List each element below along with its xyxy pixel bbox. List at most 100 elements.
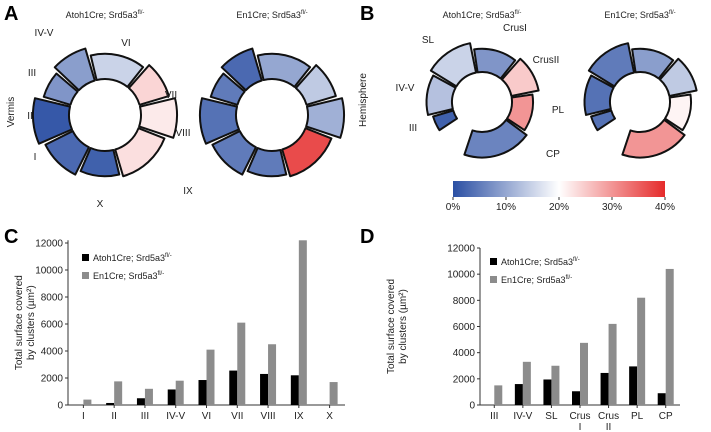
bar xyxy=(260,373,269,405)
bar xyxy=(290,375,299,405)
superscript: fl/- xyxy=(573,257,580,263)
lobule-label: SL xyxy=(422,35,435,46)
lobule xyxy=(463,118,528,159)
x-tick-label: PL xyxy=(631,411,644,422)
superscript: fl/- xyxy=(158,271,165,277)
legend-label: En1Cre; Srd5a3fl/- xyxy=(93,271,164,281)
lobule-label: IX xyxy=(183,186,193,197)
lobule xyxy=(79,147,121,178)
x-tick-label: VIII xyxy=(261,411,276,422)
lobule-label: I xyxy=(34,152,37,163)
y-axis-label: by clusters (µm²) xyxy=(398,289,409,364)
bar xyxy=(580,342,588,405)
bar xyxy=(522,361,531,405)
y-axis-label: Total surface covered xyxy=(386,279,397,374)
lobule xyxy=(294,64,337,106)
bar xyxy=(114,381,123,405)
lobule xyxy=(199,97,240,145)
legend-label: En1Cre; Srd5a3fl/- xyxy=(501,275,572,285)
x-tick-label: VI xyxy=(202,411,211,422)
x-tick-label: CP xyxy=(659,411,673,422)
lobule xyxy=(32,97,73,145)
bar xyxy=(167,389,176,405)
label-text: Atoh1Cre; Srd5a3 xyxy=(93,253,165,263)
y-tick-label: 6000 xyxy=(41,320,64,331)
lobule-label: VIII xyxy=(175,128,190,139)
y-tick-label: 8000 xyxy=(41,293,64,304)
lobule xyxy=(583,74,615,116)
x-tick-label: SL xyxy=(545,411,558,422)
lobule-label: CrusI xyxy=(503,23,527,34)
panel-letter: C xyxy=(4,226,18,248)
panel-title: Atoh1Cre; Srd5a3fl/- xyxy=(66,10,145,20)
lobule-label: IV-V xyxy=(396,83,415,94)
lobule xyxy=(590,109,616,132)
label-text: En1Cre; Srd5a3 xyxy=(236,10,301,20)
lobule xyxy=(53,47,96,92)
lobule xyxy=(114,127,166,178)
lobule xyxy=(211,130,257,176)
panel-letter: D xyxy=(360,226,374,248)
bar xyxy=(198,380,207,405)
bar xyxy=(657,393,666,405)
lobule xyxy=(425,74,457,116)
bar xyxy=(514,384,523,405)
lobule-label: III xyxy=(28,68,36,79)
row-label: Hemisphere xyxy=(358,73,369,127)
lobule xyxy=(631,47,675,80)
bar xyxy=(572,391,580,405)
x-tick-label: VII xyxy=(231,411,243,422)
lobule xyxy=(664,93,692,132)
lobule xyxy=(500,57,540,98)
label-text: En1Cre; Srd5a3 xyxy=(501,275,566,285)
superscript: fl/- xyxy=(566,275,573,281)
x-tick-label: IX xyxy=(294,411,304,422)
lobule-label: PL xyxy=(552,105,565,116)
bar xyxy=(608,323,617,405)
panel-title: En1Cre; Srd5a3fl/- xyxy=(236,10,307,20)
lobule xyxy=(89,52,145,88)
lobule-label: CP xyxy=(546,149,560,160)
superscript: fl/- xyxy=(669,10,676,16)
lobule xyxy=(432,109,458,132)
bar xyxy=(237,322,246,405)
label-text: En1Cre; Srd5a3 xyxy=(604,10,669,20)
y-tick-label: 12000 xyxy=(447,244,475,255)
x-tick-label: X xyxy=(326,411,333,422)
bar xyxy=(551,365,560,405)
x-tick-label: I xyxy=(82,411,85,422)
label-text: En1Cre; Srd5a3 xyxy=(93,271,158,281)
colorbar xyxy=(453,181,665,197)
bar xyxy=(106,402,115,405)
lobule xyxy=(658,57,698,98)
bar xyxy=(229,370,238,405)
lobule xyxy=(127,64,170,106)
lobule xyxy=(220,47,263,92)
lobule xyxy=(42,72,79,106)
x-tick-label: IV-V xyxy=(513,411,532,422)
colorbar-tick-label: 30% xyxy=(602,202,622,213)
lobule xyxy=(587,42,636,88)
lobule xyxy=(621,118,686,159)
lobule xyxy=(256,52,312,88)
panel-title: En1Cre; Srd5a3fl/- xyxy=(604,10,675,20)
y-tick-label: 10000 xyxy=(35,266,63,277)
lobule xyxy=(44,130,90,176)
lobule xyxy=(281,127,333,178)
lobule-label: VI xyxy=(121,38,130,49)
row-label: Vermis xyxy=(6,97,17,128)
superscript: fl/- xyxy=(165,253,172,259)
bar xyxy=(637,297,646,405)
bar xyxy=(543,379,552,405)
label-text: Atoh1Cre; Srd5a3 xyxy=(66,10,138,20)
lobule xyxy=(506,93,534,132)
legend-label: Atoh1Cre; Srd5a3fl/- xyxy=(93,253,172,263)
colorbar-tick-label: 0% xyxy=(446,202,461,213)
bar xyxy=(329,382,338,405)
bar xyxy=(494,385,503,405)
bar xyxy=(600,372,609,405)
y-tick-label: 8000 xyxy=(453,296,476,307)
panel-title: Atoh1Cre; Srd5a3fl/- xyxy=(443,10,522,20)
bar xyxy=(136,398,145,405)
